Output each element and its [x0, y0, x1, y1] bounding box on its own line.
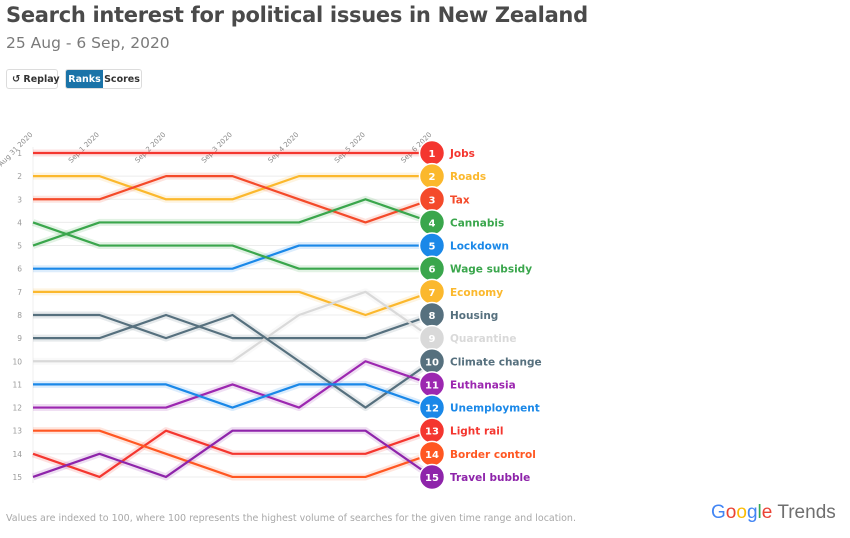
series-line-economy[interactable]	[33, 290, 433, 317]
end-label-border-control[interactable]: 14 Border control	[418, 440, 536, 468]
end-label-tax[interactable]: 3 Tax	[418, 186, 470, 213]
y-tick-label: 14	[12, 450, 22, 459]
y-tick-label: 10	[12, 357, 22, 366]
series-glow	[33, 288, 434, 365]
end-label-housing[interactable]: 8 Housing	[418, 301, 499, 329]
end-label-unemployment[interactable]: 12 Unemployment	[418, 394, 540, 421]
series-label: Light rail	[450, 426, 503, 438]
series-line-travel-bubble[interactable]	[32, 429, 433, 479]
series-label: Lockdown	[450, 241, 509, 253]
series-label: Wage subsidy	[450, 264, 532, 276]
series-line-roads[interactable]	[33, 175, 432, 201]
series-label: Quarantine	[450, 333, 516, 345]
x-tick-label: Sep 2 2020	[134, 131, 168, 165]
rank-badge-number: 3	[429, 195, 436, 206]
rank-badge-number: 11	[425, 380, 439, 391]
series-label: Travel bubble	[450, 472, 530, 484]
end-label-cannabis[interactable]: 4 Cannabis	[418, 209, 505, 236]
x-tick-label: Sep 4 2020	[267, 131, 301, 165]
series-line-quarantine[interactable]	[33, 290, 433, 363]
series-line-housing[interactable]	[33, 313, 433, 340]
y-tick-label: 7	[17, 288, 22, 297]
rank-badge-number: 5	[429, 242, 436, 253]
series-label: Roads	[450, 171, 486, 183]
series-label: Housing	[450, 310, 498, 322]
replay-label: Replay	[23, 73, 60, 85]
series-line-tax[interactable]	[33, 175, 433, 224]
end-label-light-rail[interactable]: 13 Light rail	[418, 417, 504, 444]
y-tick-label: 2	[17, 172, 22, 181]
x-tick-label: Sep 5 2020	[333, 131, 367, 165]
y-tick-label: 15	[12, 473, 22, 482]
series-label: Climate change	[450, 356, 542, 368]
end-label-economy[interactable]: 7 Economy	[418, 278, 504, 306]
rank-badge-number: 8	[429, 311, 436, 322]
series-label: Border control	[450, 449, 536, 461]
y-tick-label: 12	[12, 404, 22, 413]
end-markers: 1 Jobs 2 Roads 3 Tax 4 Cannabis 5 Lockdown 6 Wage s…	[418, 139, 542, 491]
chart-title: Search interest for political issues in …	[6, 3, 588, 27]
y-tick-label: 9	[17, 334, 22, 343]
rank-badge-number: 7	[429, 288, 436, 299]
rank-badge-number: 4	[429, 218, 436, 229]
rank-badge-number: 14	[425, 450, 439, 461]
end-label-roads[interactable]: 2 Roads	[418, 162, 487, 190]
rank-badge-number: 1	[429, 149, 436, 160]
series-label: Cannabis	[450, 217, 504, 229]
date-range: 25 Aug - 6 Sep, 2020	[6, 34, 170, 52]
series-label: Euthanasia	[450, 379, 516, 391]
series-line-border-control[interactable]	[33, 429, 433, 479]
series-line-climate-change[interactable]	[33, 313, 433, 409]
x-axis-ticks: Aug 31 2020 Sep 1 2020 Sep 2 2020 Sep 3 202…	[0, 131, 433, 168]
rank-badge-number: 12	[425, 404, 439, 415]
series-line-wage-subsidy[interactable]	[32, 221, 432, 270]
y-tick-label: 13	[12, 427, 22, 436]
y-tick-label: 8	[17, 311, 22, 320]
y-tick-label: 6	[17, 265, 22, 274]
view-mode-toggle[interactable]: Ranks Scores	[65, 69, 142, 89]
y-tick-label: 3	[17, 195, 22, 204]
end-label-wage-subsidy[interactable]: 6 Wage subsidy	[418, 255, 533, 282]
y-tick-label: 1	[17, 149, 22, 158]
rank-badge-number: 15	[425, 473, 439, 484]
x-tick-label: Aug 31 2020	[0, 131, 34, 168]
google-trends-logo[interactable]: Google Trends	[711, 502, 836, 523]
replay-icon: ↺	[12, 73, 21, 85]
ranks-tab[interactable]: Ranks	[66, 70, 103, 88]
end-label-euthanasia[interactable]: 11 Euthanasia	[418, 371, 516, 398]
series-label: Tax	[450, 194, 470, 206]
series-line-light-rail[interactable]	[32, 429, 433, 479]
rank-badge-number: 9	[429, 334, 436, 345]
footnote: Values are indexed to 100, where 100 rep…	[6, 513, 576, 524]
replay-button[interactable]: ↺ Replay	[6, 69, 60, 89]
series-lines	[32, 151, 433, 479]
end-label-jobs[interactable]: 1 Jobs	[418, 139, 475, 167]
series-line-unemployment[interactable]	[33, 383, 433, 409]
rank-badge-number: 6	[429, 265, 436, 276]
end-label-travel-bubble[interactable]: 15 Travel bubble	[418, 463, 531, 491]
series-label: Economy	[450, 287, 503, 299]
end-label-quarantine[interactable]: 9 Quarantine	[418, 324, 517, 352]
rank-badge	[418, 463, 446, 491]
series-line-cannabis[interactable]	[32, 198, 433, 247]
end-label-lockdown[interactable]: 5 Lockdown	[418, 232, 510, 259]
scores-tab[interactable]: Scores	[104, 73, 140, 85]
rank-badge-number: 10	[425, 357, 439, 368]
series-line-lockdown[interactable]	[33, 244, 432, 270]
x-tick-label: Sep 3 2020	[200, 131, 234, 165]
rank-badge-number: 2	[429, 172, 436, 183]
y-tick-label: 11	[12, 380, 22, 389]
y-tick-label: 5	[17, 242, 22, 251]
y-tick-label: 4	[17, 218, 22, 227]
series-label: Jobs	[449, 148, 475, 160]
series-line-euthanasia[interactable]	[33, 360, 433, 409]
x-tick-label: Sep 1 2020	[67, 131, 101, 165]
end-label-climate-change[interactable]: 10 Climate change	[418, 348, 542, 375]
series-label: Unemployment	[450, 403, 540, 415]
rank-badge-number: 13	[425, 427, 439, 438]
